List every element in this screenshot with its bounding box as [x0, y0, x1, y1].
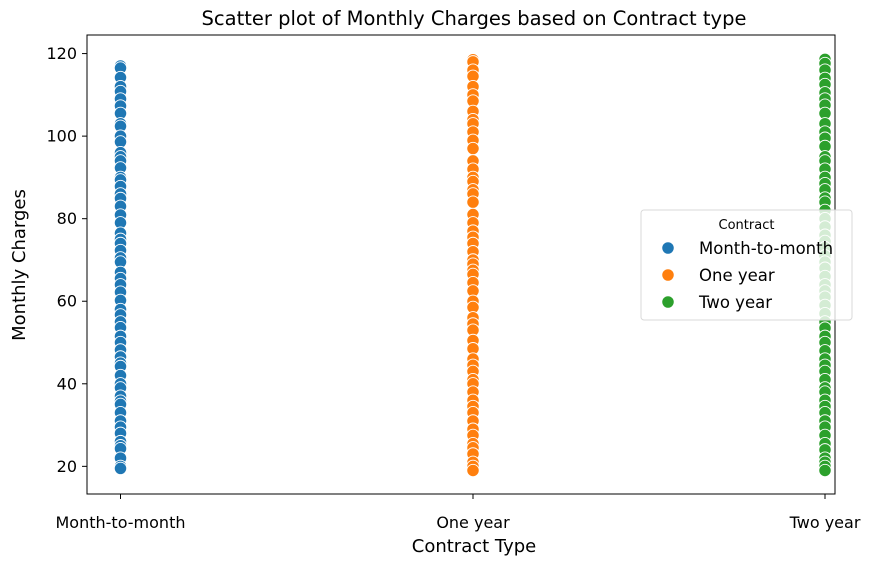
- legend-box: [640, 209, 853, 321]
- y-tick-label-20: 20: [57, 457, 77, 476]
- legend-label-month-to-month: Month-to-month: [699, 239, 833, 258]
- y-tick-label-100: 100: [46, 127, 77, 146]
- data-point-two-year-58: [818, 463, 832, 478]
- legend-marker-one-year: [661, 268, 675, 282]
- chart-title: Scatter plot of Monthly Charges based on…: [202, 7, 747, 30]
- legend-title: Contract: [719, 218, 775, 233]
- y-tick-label-120: 120: [46, 44, 77, 63]
- legend-label-one-year: One year: [699, 266, 775, 285]
- y-axis-title: Monthly Charges: [9, 189, 30, 341]
- legend-marker-two-year: [661, 295, 675, 309]
- legend-items: Month-to-month One year Two year: [661, 239, 833, 312]
- data-point-one-year-12: [466, 141, 480, 156]
- y-tick-label-40: 40: [57, 374, 77, 393]
- legend-label-two-year: Two year: [698, 293, 772, 312]
- x-axis-title: Contract Type: [412, 536, 537, 557]
- data-point-one-year-19: [466, 195, 480, 209]
- legend-marker-month-to-month: [661, 241, 675, 255]
- data-point-one-year-56: [466, 463, 480, 478]
- x-tick-label-1: One year: [436, 513, 510, 532]
- x-axis: Month-to-month One year Two year: [56, 494, 861, 532]
- y-tick-label-60: 60: [57, 292, 77, 311]
- data-point-month-to-month-60: [113, 461, 128, 476]
- legend: Contract Month-to-month One year Two year: [640, 209, 853, 321]
- y-tick-label-80: 80: [57, 209, 77, 228]
- x-tick-label-2: Two year: [789, 513, 861, 532]
- x-tick-label-0: Month-to-month: [56, 513, 186, 532]
- y-axis: 20 40 60 80 100 120: [46, 44, 87, 476]
